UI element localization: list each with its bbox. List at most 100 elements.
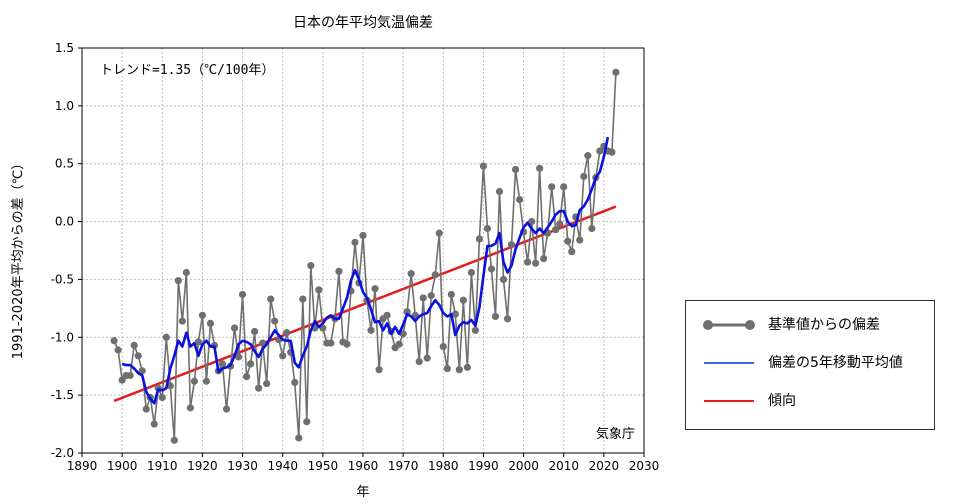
anomaly-point <box>142 405 150 413</box>
anomaly-point <box>523 258 532 266</box>
anomaly-point <box>182 268 190 277</box>
anomaly-point <box>126 371 134 380</box>
anomaly-point <box>463 363 471 371</box>
anomaly-point <box>419 294 427 302</box>
anomaly-point <box>267 295 275 303</box>
chart-title: 日本の年平均気温偏差 <box>293 15 433 31</box>
legend-item-moving-average: 偏差の5年移動平均値 <box>686 353 934 373</box>
y-axis: -2.0 -1.5 -1.0 -0.5 0.0 0.5 1.0 1.5 <box>51 41 82 460</box>
anomaly-point <box>238 290 247 299</box>
anomaly-point <box>395 340 403 348</box>
anomaly-point <box>299 295 307 303</box>
trend-line <box>113 205 617 403</box>
anomaly-point <box>234 353 243 361</box>
legend-item-trend: 傾向 <box>686 391 934 411</box>
anomaly-point <box>560 183 568 191</box>
y-tick-label: 1.0 <box>55 99 74 113</box>
anomaly-point <box>351 238 359 246</box>
x-tick-label: 1990 <box>468 459 499 473</box>
x-tick-label: 2010 <box>548 459 579 473</box>
anomaly-point <box>383 311 391 319</box>
anomaly-point <box>130 341 138 349</box>
legend-label-anomaly: 基準値からの偏差 <box>768 317 880 333</box>
x-tick-label: 1920 <box>187 459 218 473</box>
anomaly-point <box>271 317 279 325</box>
anomaly-point <box>459 296 467 304</box>
anomaly-point <box>218 360 227 368</box>
anomaly-point <box>303 418 311 426</box>
legend-swatch-trend <box>704 400 754 402</box>
anomaly-point <box>435 229 443 237</box>
anomaly-point <box>576 236 584 244</box>
anomaly-series <box>110 68 620 444</box>
anomaly-point <box>343 340 351 348</box>
x-tick-label: 1940 <box>267 459 298 473</box>
anomaly-point <box>487 265 496 273</box>
anomaly-point <box>170 436 178 444</box>
anomaly-point <box>166 382 174 390</box>
anomaly-point <box>431 271 439 279</box>
anomaly-point <box>315 286 323 294</box>
anomaly-point <box>439 342 447 351</box>
anomaly-point <box>327 339 335 347</box>
grid <box>81 47 645 454</box>
anomaly-point <box>150 420 158 428</box>
anomaly-point <box>451 310 459 318</box>
anomaly-point <box>279 352 287 360</box>
anomaly-point <box>230 324 239 332</box>
anomaly-point <box>515 195 524 204</box>
x-axis: 1890 1900 1910 1920 1930 1940 1950 1960 1970 1980… <box>67 453 660 473</box>
anomaly-point <box>423 354 431 362</box>
anomaly-point <box>443 364 451 373</box>
x-tick-label: 1960 <box>348 459 379 473</box>
anomaly-point <box>475 235 484 243</box>
y-tick-label: -2.0 <box>51 446 74 460</box>
anomaly-point <box>467 268 475 277</box>
legend: 基準値からの偏差 偏差の5年移動平均値 傾向 <box>685 300 935 430</box>
anomaly-point <box>222 405 231 413</box>
anomaly-point <box>552 226 560 234</box>
credit-label: 気象庁 <box>596 426 635 442</box>
anomaly-point <box>174 276 182 285</box>
anomaly-point <box>528 217 536 226</box>
y-tick-label: 0.5 <box>55 157 74 171</box>
anomaly-point <box>263 379 271 388</box>
x-tick-label: 1910 <box>147 459 178 473</box>
x-tick-label: 2030 <box>629 459 660 473</box>
x-tick-label: 1980 <box>428 459 459 473</box>
anomaly-point <box>138 367 146 375</box>
trend-series <box>113 205 617 403</box>
x-axis-label: 年 <box>356 485 369 500</box>
anomaly-point <box>499 275 508 284</box>
anomaly-point <box>427 292 435 300</box>
anomaly-point <box>295 434 303 442</box>
anomaly-point <box>479 162 488 170</box>
anomaly-point <box>511 165 520 174</box>
anomaly-point <box>359 231 367 240</box>
x-tick-label: 1890 <box>67 459 98 473</box>
anomaly-point <box>580 172 588 181</box>
moving-average-line <box>121 136 610 405</box>
x-tick-label: 1930 <box>227 459 258 473</box>
anomaly-point <box>399 330 407 338</box>
anomaly-point <box>495 187 504 196</box>
anomaly-point <box>251 327 259 336</box>
legend-swatch-moving-average <box>704 362 754 364</box>
anomaly-line <box>113 72 617 441</box>
anomaly-point <box>162 333 170 341</box>
y-tick-label: -0.5 <box>51 272 74 286</box>
anomaly-point <box>612 68 620 76</box>
anomaly-point <box>568 248 576 256</box>
anomaly-point <box>540 255 548 263</box>
anomaly-point <box>403 308 411 316</box>
anomaly-point <box>491 312 500 321</box>
anomaly-point <box>114 346 122 354</box>
anomaly-point <box>564 237 572 245</box>
anomaly-point <box>255 384 263 392</box>
x-tick-label: 1970 <box>388 459 419 473</box>
y-axis-label: 1991-2020年平均からの差（℃） <box>11 157 26 359</box>
anomaly-point <box>178 317 186 325</box>
anomaly-point <box>247 360 255 368</box>
anomaly-point <box>307 261 315 270</box>
anomaly-point <box>335 267 343 275</box>
